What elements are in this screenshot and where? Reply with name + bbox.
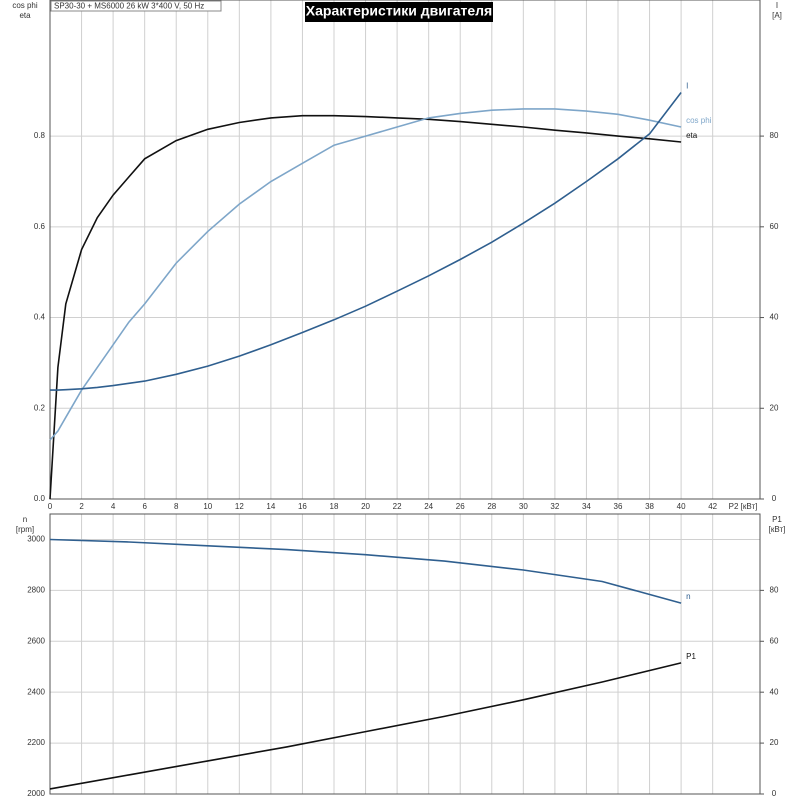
y-axis-label: [rpm] (16, 525, 34, 534)
y2-tick-label: 40 (770, 313, 779, 322)
series-label: cos phi (686, 116, 712, 125)
subtitle-box (50, 0, 222, 12)
series-line (50, 92, 682, 391)
y2-tick-label: 0 (772, 789, 777, 798)
y2-tick-label: 20 (770, 403, 779, 412)
chart-title: Характеристики двигателя (306, 3, 492, 19)
y-tick-label: 2800 (27, 585, 45, 594)
y2-axis-label: [кВт] (769, 525, 786, 534)
x-tick-label: 28 (487, 502, 496, 511)
x-tick-label: 36 (614, 502, 623, 511)
series-label: eta (686, 131, 698, 140)
y2-tick-label: 0 (772, 494, 777, 503)
x-tick-label: 22 (393, 502, 402, 511)
x-tick-label: 10 (203, 502, 212, 511)
x-tick-label: 12 (235, 502, 244, 511)
x-tick-label: 24 (424, 502, 433, 511)
y-tick-label: 2000 (27, 789, 45, 798)
y-tick-label: 2400 (27, 687, 45, 696)
x-tick-label: 26 (456, 502, 465, 511)
y-axis-label: eta (19, 11, 31, 20)
y2-tick-label: 60 (770, 636, 779, 645)
y-axis-label: n (23, 515, 27, 524)
y-tick-label: 2600 (27, 636, 45, 645)
x-tick-label: 38 (645, 502, 654, 511)
y-tick-label: 0.2 (34, 403, 46, 412)
x-tick-label: 4 (111, 502, 116, 511)
plot-frame (49, 513, 761, 795)
series-label: n (686, 592, 690, 601)
y2-axis-label: I (776, 1, 778, 10)
y-tick-label: 0.4 (34, 313, 46, 322)
y2-axis-label: [A] (772, 11, 782, 20)
y-tick-label: 0.6 (34, 222, 46, 231)
y2-axis-label: P1 (772, 515, 782, 524)
y2-tick-label: 80 (770, 585, 779, 594)
series-line (49, 538, 682, 604)
y2-tick-label: 60 (770, 222, 779, 231)
y-tick-label: 2200 (27, 738, 45, 747)
series-line (49, 114, 682, 500)
x-tick-label: 42 (708, 502, 717, 511)
x-tick-label: 0 (48, 502, 53, 511)
plot-frame (49, 0, 761, 500)
x-tick-label: 32 (550, 502, 559, 511)
title-box (305, 2, 493, 22)
series-line (49, 108, 682, 441)
x-tick-label: 18 (330, 502, 339, 511)
y-tick-label: 3000 (27, 535, 45, 544)
y-tick-label: 0.8 (34, 131, 46, 140)
y-axis-label: cos phi (12, 1, 38, 10)
y-tick-label: 0.0 (34, 494, 46, 503)
x-tick-label: 2 (79, 502, 84, 511)
x-tick-label: 40 (677, 502, 686, 511)
x-axis-label: P2 [кВт] (729, 502, 758, 511)
series-label: I (686, 82, 688, 91)
x-tick-label: 16 (298, 502, 307, 511)
series-label: P1 (686, 652, 696, 661)
y2-tick-label: 20 (770, 738, 779, 747)
x-tick-label: 14 (266, 502, 275, 511)
x-tick-label: 30 (519, 502, 528, 511)
x-tick-label: 20 (361, 502, 370, 511)
x-tick-label: 8 (174, 502, 179, 511)
x-tick-label: 34 (582, 502, 591, 511)
series-line (49, 662, 682, 790)
x-tick-label: 6 (142, 502, 147, 511)
y2-tick-label: 80 (770, 131, 779, 140)
chart-subtitle: SP30-30 + MS6000 26 kW 3*400 V, 50 Hz (54, 2, 204, 11)
y2-tick-label: 40 (770, 687, 779, 696)
